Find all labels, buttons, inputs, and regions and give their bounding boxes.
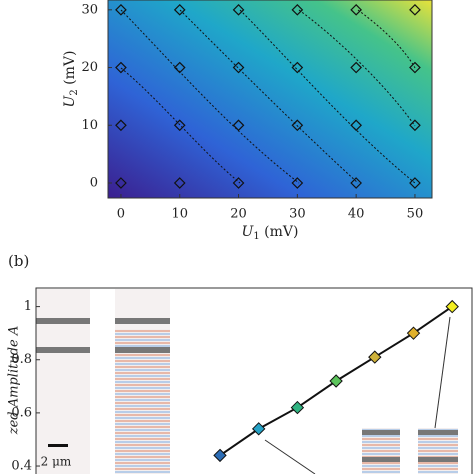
heatmap [108,0,432,198]
point [329,374,343,388]
point [173,119,186,132]
y-tick-label: 0.4 [11,459,32,474]
point [445,299,459,314]
y-tick-label: 30 [81,2,98,17]
point [232,61,245,74]
point [251,422,266,436]
point [350,119,362,132]
x-tick-label: 40 [348,207,365,222]
y-axis-label: U2 (mV) [62,51,80,108]
point [406,326,421,340]
point [350,61,362,74]
point [173,3,186,16]
point [409,177,421,189]
y-tick-label: 0.8 [11,352,32,367]
point [173,177,186,189]
x-tick-label: 30 [289,207,306,222]
axes-frame [35,287,473,474]
point [291,119,304,132]
point [232,119,245,132]
point [115,177,127,189]
point [291,3,304,16]
point [173,61,186,74]
x-tick-label: 10 [171,207,188,222]
point [232,177,245,189]
point [115,61,127,74]
point [350,177,362,189]
y-tick-label: 1 [24,299,32,314]
scale-bar-label: 2 μm [41,455,72,469]
x-axis-label-symbol: U [242,224,255,240]
point [291,61,304,74]
y-tick-label: 10 [81,118,98,133]
axes-frame [107,0,433,199]
x-axis-label: U1 (mV) [242,224,299,242]
y-tick-label: 0.6 [11,405,32,420]
point [115,3,127,16]
point [291,177,304,189]
point [409,61,421,74]
point [232,3,245,16]
arrows [264,316,451,474]
point [409,119,421,132]
y-axis-label-sub: 2 [69,89,80,95]
panel-label: (b) [8,252,29,270]
point [213,448,227,463]
x-tick-label: 20 [230,207,247,222]
x-axis-label-unit: (mV) [260,224,299,240]
point [350,3,362,16]
y-axis-label-unit: (mV) [62,51,78,90]
y-tick-label: 0 [90,175,98,190]
point [368,350,382,364]
y-axis-label: zed Amplitude A [7,326,22,435]
y-tick-label: 20 [81,60,98,75]
x-tick-label: 50 [407,207,424,222]
point [115,119,127,132]
contours [120,9,416,184]
point [290,400,305,415]
point [409,3,421,16]
y-axis-label-symbol: U [62,94,78,107]
x-tick-label: 0 [117,207,125,222]
x-axis-label-sub: 1 [253,231,259,242]
insets [36,289,458,474]
